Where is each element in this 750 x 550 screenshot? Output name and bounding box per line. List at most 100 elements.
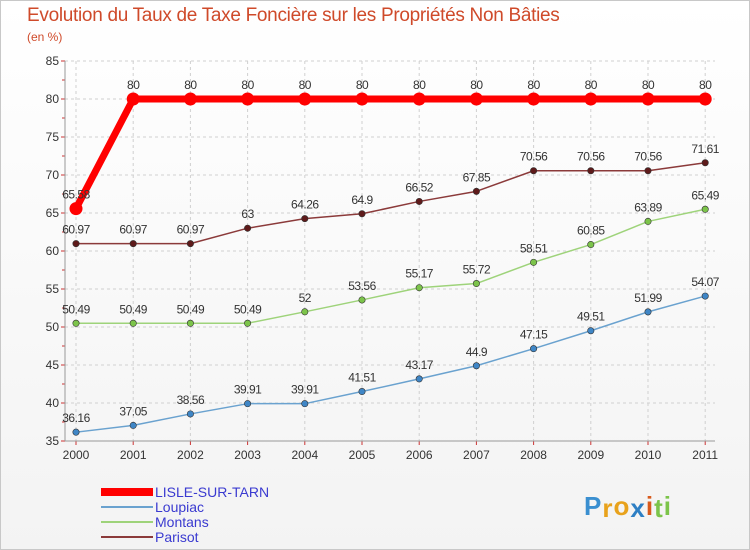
data-point-loupiac: [186, 410, 194, 418]
data-point-parisot: [415, 197, 423, 205]
data-label-parisot: 64.26: [291, 198, 319, 212]
legend-swatch: [101, 488, 153, 496]
data-point-lisle-sur-tarn: [126, 92, 140, 106]
y-tick-label: 80: [46, 92, 60, 106]
data-point-loupiac: [587, 327, 595, 335]
data-label-montans: 50.49: [62, 302, 90, 316]
data-point-parisot: [587, 167, 595, 175]
y-tick-label: 65: [46, 206, 60, 220]
logo-letter: i: [663, 491, 672, 521]
data-label-loupiac: 51.99: [634, 291, 662, 305]
data-label-loupiac: 37.05: [119, 404, 147, 418]
data-label-loupiac: 44.9: [466, 345, 488, 359]
data-point-loupiac: [358, 388, 366, 396]
data-label-montans: 55.72: [463, 263, 491, 277]
data-point-loupiac: [72, 428, 80, 436]
data-label-loupiac: 43.17: [405, 358, 433, 372]
data-point-lisle-sur-tarn: [698, 92, 712, 106]
x-tick-label: 2009: [577, 448, 604, 462]
data-point-parisot: [129, 240, 137, 248]
chart-subtitle: (en %): [27, 30, 63, 44]
data-point-lisle-sur-tarn: [355, 92, 369, 106]
data-label-parisot: 71.61: [691, 142, 719, 156]
y-tick-label: 70: [46, 168, 60, 182]
data-label-montans: 58.51: [520, 241, 548, 255]
data-label-parisot: 70.56: [520, 150, 548, 164]
data-point-montans: [587, 241, 595, 249]
y-tick-label: 50: [46, 320, 60, 334]
y-tick-label: 75: [46, 130, 60, 144]
y-tick-label: 35: [46, 434, 60, 448]
data-label-parisot: 60.97: [177, 223, 205, 237]
logo-letter: P: [584, 491, 603, 521]
logo-letter: i: [645, 491, 655, 521]
series-line-montans: [75, 208, 706, 325]
x-tick-label: 2002: [177, 448, 204, 462]
data-point-montans: [301, 308, 309, 316]
data-label-parisot: 66.52: [405, 180, 433, 194]
data-point-lisle-sur-tarn: [584, 92, 598, 106]
data-point-lisle-sur-tarn: [183, 92, 197, 106]
data-point-parisot: [244, 224, 252, 232]
data-label-lisle-sur-tarn: 80: [356, 78, 369, 92]
x-tick-label: 2005: [349, 448, 376, 462]
data-label-loupiac: 38.56: [177, 393, 205, 407]
data-label-montans: 63.89: [634, 200, 662, 214]
data-label-lisle-sur-tarn: 80: [241, 78, 254, 92]
x-tick-label: 2010: [635, 448, 662, 462]
x-tick-label: 2008: [520, 448, 547, 462]
data-point-montans: [701, 205, 709, 213]
data-label-loupiac: 39.91: [291, 383, 319, 397]
data-point-lisle-sur-tarn: [641, 92, 655, 106]
x-tick-label: 2001: [120, 448, 147, 462]
data-point-parisot: [358, 210, 366, 218]
data-point-loupiac: [129, 421, 137, 429]
data-label-loupiac: 39.91: [234, 383, 262, 397]
data-label-montans: 52: [299, 291, 312, 305]
data-point-parisot: [301, 215, 309, 223]
data-point-lisle-sur-tarn: [69, 202, 83, 216]
x-tick-label: 2006: [406, 448, 433, 462]
data-label-lisle-sur-tarn: 80: [184, 78, 197, 92]
legend-label: Parisot: [155, 529, 199, 545]
x-tick-label: 2000: [63, 448, 90, 462]
x-tick-label: 2007: [463, 448, 490, 462]
series-line-parisot: [75, 162, 706, 245]
data-label-montans: 60.85: [577, 224, 605, 238]
data-point-montans: [472, 280, 480, 288]
data-label-parisot: 63: [241, 207, 254, 221]
data-label-lisle-sur-tarn: 80: [699, 78, 712, 92]
data-point-montans: [129, 319, 137, 327]
data-point-montans: [644, 217, 652, 225]
logo-letter: r: [602, 493, 614, 523]
data-label-parisot: 60.97: [62, 223, 90, 237]
data-label-lisle-sur-tarn: 80: [470, 78, 483, 92]
data-label-parisot: 70.56: [634, 150, 662, 164]
series-line-loupiac: [75, 295, 706, 433]
data-point-parisot: [701, 159, 709, 167]
data-label-lisle-sur-tarn: 80: [299, 78, 312, 92]
data-label-lisle-sur-tarn: 80: [585, 78, 598, 92]
data-point-parisot: [472, 187, 480, 195]
data-point-loupiac: [472, 362, 480, 370]
data-point-montans: [415, 284, 423, 292]
x-tick-label: 2003: [234, 448, 261, 462]
data-point-parisot: [186, 240, 194, 248]
data-point-loupiac: [301, 400, 309, 408]
y-tick-label: 60: [46, 244, 60, 258]
data-label-parisot: 60.97: [119, 223, 147, 237]
x-tick-label: 2004: [291, 448, 318, 462]
legend-swatch: [101, 536, 153, 538]
data-label-montans: 55.17: [405, 267, 433, 281]
data-label-parisot: 67.85: [463, 170, 491, 184]
data-label-loupiac: 41.51: [348, 371, 376, 385]
data-label-loupiac: 54.07: [691, 275, 719, 289]
data-label-lisle-sur-tarn: 65.58: [62, 188, 90, 202]
data-point-lisle-sur-tarn: [412, 92, 426, 106]
y-tick-label: 85: [46, 54, 60, 68]
data-label-lisle-sur-tarn: 80: [413, 78, 426, 92]
y-tick-label: 45: [46, 358, 60, 372]
series-line-lisle-sur-tarn: [72, 95, 709, 213]
data-label-parisot: 70.56: [577, 150, 605, 164]
